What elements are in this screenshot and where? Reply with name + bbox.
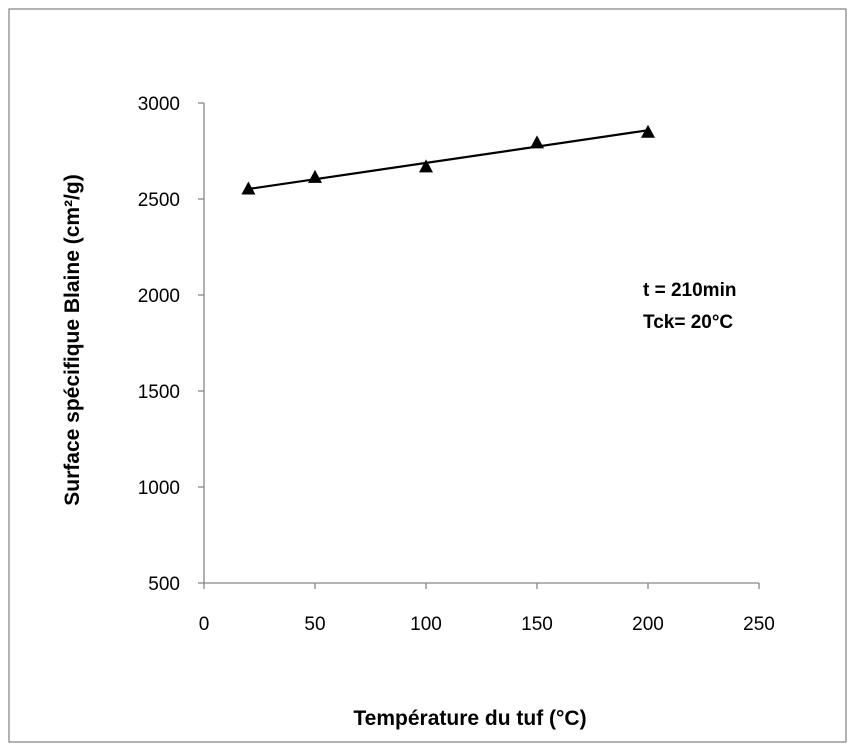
data-point-triangle xyxy=(308,169,322,183)
y-tick-label: 2500 xyxy=(138,190,180,211)
y-tick-label: 1500 xyxy=(138,382,180,403)
x-tick-label: 150 xyxy=(521,614,553,635)
data-point-triangle xyxy=(241,181,256,195)
y-tick-label: 500 xyxy=(148,574,180,595)
data-point-triangle xyxy=(419,159,433,173)
data-point-triangle xyxy=(530,135,544,149)
annotation-tck: Tck= 20°C xyxy=(643,312,733,333)
axes: 500 1000 1500 2000 2500 3000 0 50 100 150 200 250 xyxy=(138,94,775,635)
x-tick-label: 0 xyxy=(199,614,210,635)
x-tick-label: 250 xyxy=(743,614,775,635)
y-tick-label: 3000 xyxy=(138,94,180,115)
data-point-triangle xyxy=(641,124,655,138)
y-axis-title: Surface spécifique Blaine (cm²/g) xyxy=(61,174,84,505)
y-tick-label: 2000 xyxy=(138,286,180,307)
x-tick-label: 200 xyxy=(632,614,664,635)
x-tick-label: 100 xyxy=(410,614,442,635)
y-tick-label: 1000 xyxy=(138,478,180,499)
data-points xyxy=(241,124,655,195)
x-axis-title: Température du tuf (°C) xyxy=(353,707,586,730)
chart-border xyxy=(8,8,847,743)
x-tick-label: 50 xyxy=(304,614,325,635)
annotation-time: t = 210min xyxy=(643,280,736,301)
